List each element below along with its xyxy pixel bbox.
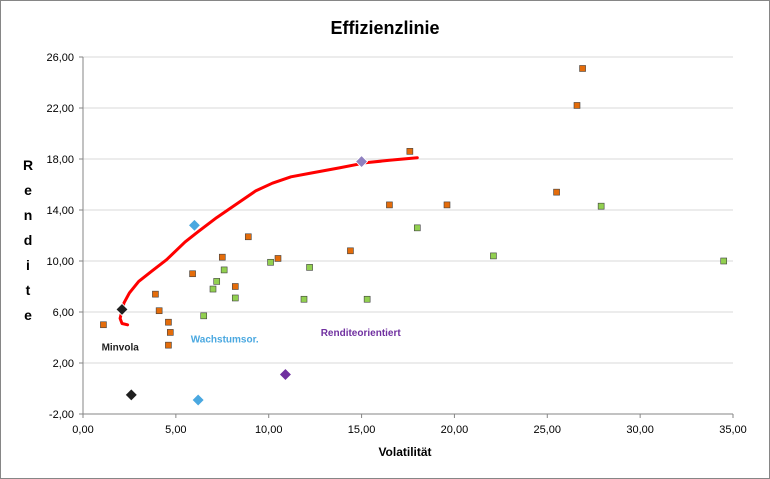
annotation-label: Minvola	[102, 342, 140, 353]
x-tick-label: 5,00	[165, 424, 186, 436]
annotation-layer: Minvola Wachstumsor. Renditeorientiert	[102, 328, 402, 353]
orange-point	[231, 283, 239, 290]
orange-point	[155, 307, 163, 315]
x-tick-label: 35,00	[719, 424, 747, 436]
x-tick-label: 10,00	[255, 424, 283, 436]
orange-point	[573, 102, 581, 109]
green-point	[413, 224, 421, 232]
x-axis-title: Volatilität	[378, 445, 431, 459]
orange-point	[189, 270, 196, 278]
green-point	[720, 257, 728, 265]
x-tick-label: 15,00	[348, 424, 376, 436]
green-point	[363, 295, 371, 303]
series-layer	[100, 65, 728, 407]
orange-point	[100, 321, 107, 329]
x-tick-label: 20,00	[441, 424, 469, 436]
orange-point	[218, 253, 226, 261]
lavender-diamond-point	[355, 154, 369, 169]
orange-point	[386, 201, 393, 209]
orange-point	[406, 148, 414, 155]
green-point	[220, 266, 228, 274]
orange-point	[244, 233, 252, 241]
y-tick-label: 10,00	[46, 256, 74, 268]
orange-point	[165, 341, 172, 349]
blue-diamond-point	[187, 218, 201, 232]
y-axis-title-char: n	[24, 207, 33, 223]
black-diamond-point	[124, 388, 138, 402]
efficiency-line	[118, 156, 419, 327]
x-tick-label: 25,00	[534, 424, 562, 436]
axis-layer: -2,00 2,00 6,00 10,00 14,00 18,00 22,00 26,00 0,…	[46, 52, 746, 436]
orange-point	[274, 255, 282, 262]
y-axis-title-char: t	[26, 282, 31, 298]
green-point	[200, 312, 208, 320]
orange-point	[579, 65, 586, 72]
y-axis-title-char: i	[26, 257, 30, 273]
x-tick-label: 0,00	[72, 424, 93, 436]
y-tick-label: 14,00	[46, 205, 74, 217]
green-point	[306, 264, 313, 271]
green-point	[209, 285, 217, 293]
y-axis-title-char: e	[24, 182, 32, 198]
y-axis-title-char: e	[24, 307, 32, 323]
y-tick-label: 18,00	[46, 154, 74, 166]
y-tick-label: 2,00	[53, 358, 74, 370]
y-axis-title-char: d	[24, 232, 33, 248]
purple-diamond-point	[278, 367, 292, 382]
x-tick-label: 30,00	[626, 424, 654, 436]
orange-point	[165, 318, 172, 326]
chart-title: Effizienzlinie	[330, 18, 439, 38]
y-tick-label: 22,00	[46, 103, 74, 115]
green-point	[213, 278, 221, 285]
orange-point	[166, 329, 174, 336]
green-point	[267, 258, 274, 266]
green-point	[300, 295, 308, 303]
green-point	[231, 294, 239, 302]
y-axis-title: Rendite	[23, 157, 33, 323]
orange-point	[553, 188, 560, 196]
y-tick-label: 26,00	[46, 52, 74, 64]
black-diamond-point	[115, 302, 129, 317]
y-axis-title-char: R	[23, 157, 33, 173]
annotation-label: Wachstumsor.	[191, 335, 259, 346]
y-tick-label: 6,00	[53, 307, 74, 319]
orange-point	[443, 201, 451, 209]
green-point	[490, 252, 497, 260]
y-tick-label: -2,00	[49, 409, 74, 421]
annotation-label: Renditeorientiert	[321, 328, 402, 339]
orange-point	[152, 290, 159, 298]
orange-point	[347, 247, 354, 255]
green-point	[597, 202, 605, 210]
blue-diamond-point	[191, 393, 205, 407]
